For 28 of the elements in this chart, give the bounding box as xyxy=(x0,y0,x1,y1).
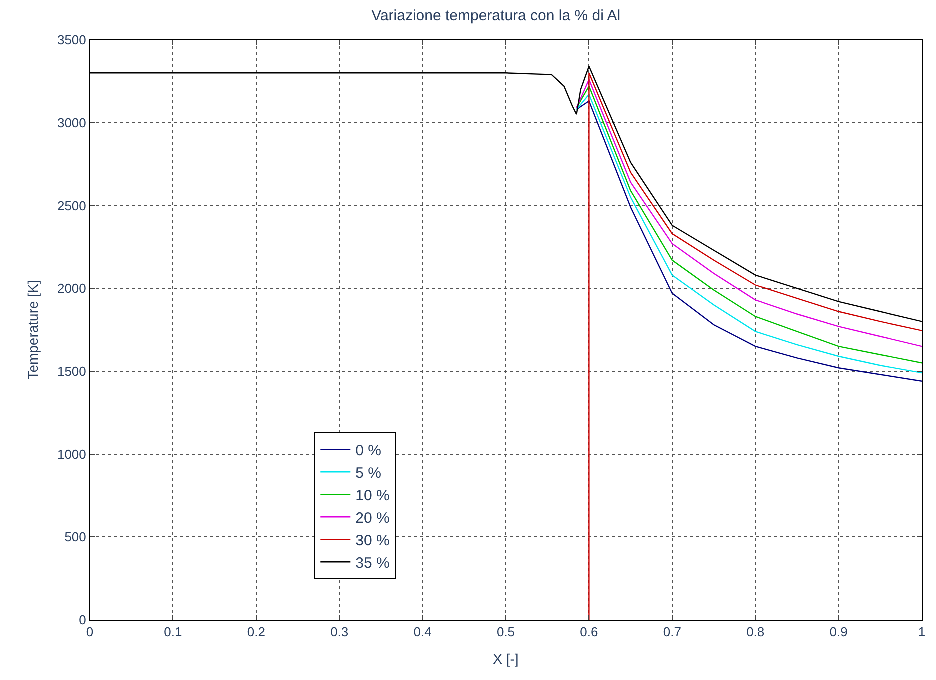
x-tick-label: 0.1 xyxy=(164,624,182,640)
y-tick-label: 500 xyxy=(64,530,86,545)
x-tick-label: 0.9 xyxy=(830,624,848,640)
y-tick-label: 0 xyxy=(79,612,86,628)
x-tick-label: 0.2 xyxy=(247,624,266,640)
legend-label: 10 % xyxy=(356,488,390,504)
y-tick-label: 3500 xyxy=(57,32,86,48)
legend-label: 20 % xyxy=(356,510,390,527)
y-tick-label: 3000 xyxy=(57,115,86,130)
legend-label: 35 % xyxy=(356,555,390,572)
legend-label: 5 % xyxy=(356,465,382,482)
x-tick-label: 0.3 xyxy=(330,624,349,640)
y-tick-label: 1000 xyxy=(57,446,86,462)
x-tick-label: 1 xyxy=(918,624,926,640)
x-tick-label: 0.4 xyxy=(414,624,432,640)
x-axis-title: X [-] xyxy=(493,650,519,667)
y-tick-label: 2000 xyxy=(57,281,86,296)
line-series xyxy=(588,72,922,620)
x-tick-label: 0.8 xyxy=(746,624,765,640)
legend-label: 0 % xyxy=(356,442,382,460)
x-tick-label: 0.6 xyxy=(580,624,598,640)
x-tick-label: 0.7 xyxy=(663,624,682,640)
chart-title: Variazione temperatura con la % di Al xyxy=(372,8,621,25)
y-axis-title: Temperature [K] xyxy=(25,280,42,380)
legend-label: 30 % xyxy=(356,532,390,550)
y-tick-label: 1500 xyxy=(57,364,86,379)
x-tick-label: 0.5 xyxy=(496,624,516,640)
y-tick-label: 2500 xyxy=(57,198,86,214)
